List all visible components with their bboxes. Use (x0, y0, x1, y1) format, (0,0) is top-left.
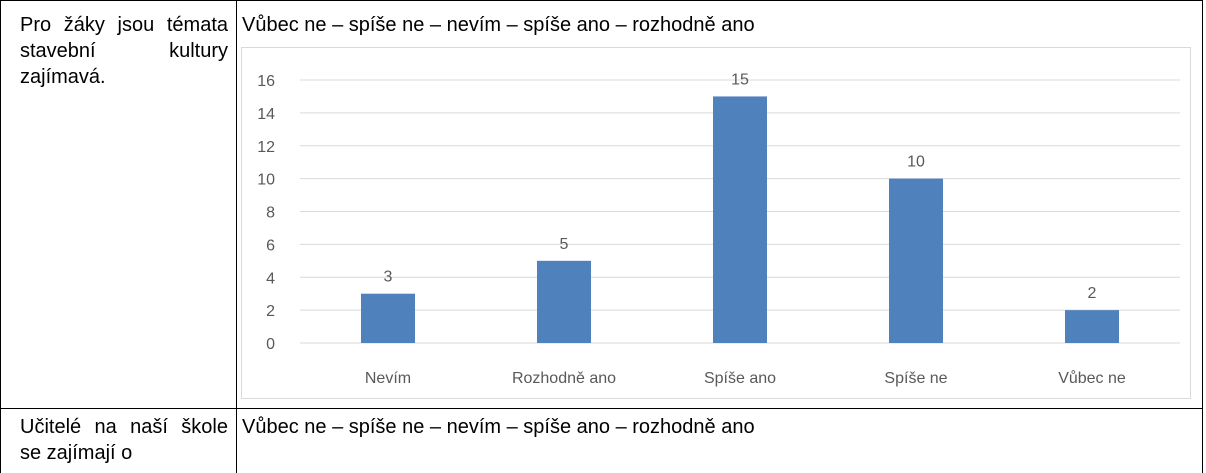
scale: Vůbec ne – spíše ne – nevím – spíše ano … (242, 14, 755, 36)
data-label: 5 (560, 236, 569, 253)
chart: 0 2 4 6 8 10 12 14 16 Nevím 3 Rozhodně ano 5 Spíše an… (241, 47, 1191, 399)
y-tick-label: 14 (257, 106, 275, 123)
y-tick-label: 4 (266, 270, 275, 287)
bar (713, 96, 767, 343)
data-label: 2 (1088, 285, 1097, 302)
question: Učitelé na naší škole se zajímají o (20, 416, 228, 464)
y-tick-label: 0 (266, 336, 275, 353)
border (0, 0, 1203, 1)
x-tick-label: Spíše ano (704, 370, 776, 387)
bar (889, 178, 943, 343)
bar (361, 293, 415, 343)
border (1202, 0, 1203, 473)
border (0, 408, 1203, 409)
x-tick-label: Rozhodně ano (512, 370, 616, 387)
y-tick-label: 12 (257, 139, 275, 156)
y-tick-label: 16 (257, 73, 275, 90)
data-label: 3 (384, 269, 393, 286)
scale: Vůbec ne – spíše ne – nevím – spíše ano … (242, 416, 755, 438)
y-tick-label: 10 (257, 172, 275, 189)
y-tick-label: 8 (266, 205, 275, 222)
x-tick-label: Vůbec ne (1058, 369, 1126, 387)
bar (1065, 310, 1119, 343)
x-tick-label: Spíše ne (884, 370, 947, 387)
border (0, 0, 1, 473)
border (236, 0, 237, 473)
bar (537, 260, 591, 343)
x-tick-label: Nevím (365, 370, 411, 387)
data-label: 15 (731, 71, 749, 88)
question: Pro žáky jsou témata stavební kultury za… (20, 14, 228, 88)
data-label: 10 (907, 154, 925, 171)
y-tick-label: 6 (266, 237, 275, 254)
y-tick-label: 2 (266, 303, 275, 320)
